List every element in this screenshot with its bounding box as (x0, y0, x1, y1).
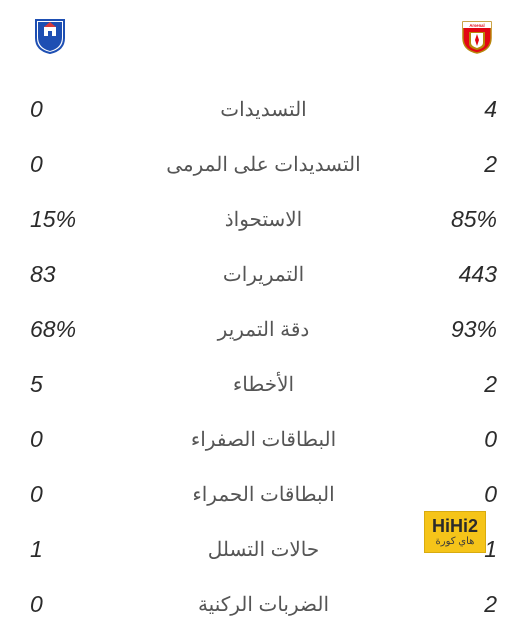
crest-row: Arsenal (30, 18, 497, 54)
stat-label: التمريرات (90, 262, 437, 287)
stat-label: الأخطاء (90, 372, 437, 397)
stat-label: الضربات الركنية (90, 592, 437, 617)
stat-label: البطاقات الحمراء (90, 482, 437, 507)
stat-left-value: 0 (30, 151, 90, 178)
stat-left-value: 1 (30, 536, 90, 563)
stat-right-value: 2 (437, 371, 497, 398)
stat-right-value: 4 (437, 96, 497, 123)
stat-label: التسديدات (90, 97, 437, 122)
stat-row: 5 الأخطاء 2 (30, 357, 497, 412)
stat-left-value: 15% (30, 206, 90, 233)
stat-label: التسديدات على المرمى (90, 152, 437, 177)
stat-row: 83 التمريرات 443 (30, 247, 497, 302)
stat-left-value: 5 (30, 371, 90, 398)
stat-left-value: 68% (30, 316, 90, 343)
stat-row: 15% الاستحواذ 85% (30, 192, 497, 247)
stat-row: 0 البطاقات الصفراء 0 (30, 412, 497, 467)
watermark-line2: هاي كورة (436, 537, 475, 547)
stat-label: البطاقات الصفراء (90, 427, 437, 452)
watermark-line1: HiHi2 (432, 517, 478, 535)
stat-right-value: 443 (437, 261, 497, 288)
watermark-badge: HiHi2 هاي كورة (424, 511, 486, 553)
stat-right-value: 0 (437, 426, 497, 453)
stat-left-value: 83 (30, 261, 90, 288)
stat-left-value: 0 (30, 426, 90, 453)
stat-row: 0 التسديدات 4 (30, 82, 497, 137)
stat-right-value: 93% (437, 316, 497, 343)
stat-label: دقة التمرير (90, 317, 437, 342)
stat-left-value: 0 (30, 591, 90, 618)
team-right-crest: Arsenal (461, 18, 493, 54)
team-left-crest (34, 18, 66, 54)
svg-text:Arsenal: Arsenal (469, 23, 484, 28)
stat-left-value: 0 (30, 96, 90, 123)
stat-right-value: 0 (437, 481, 497, 508)
stat-row: 0 التسديدات على المرمى 2 (30, 137, 497, 192)
stat-label: الاستحواذ (90, 207, 437, 232)
stat-row: 68% دقة التمرير 93% (30, 302, 497, 357)
stat-right-value: 2 (437, 151, 497, 178)
stat-row: 0 الضربات الركنية 2 (30, 577, 497, 632)
stat-label: حالات التسلل (90, 537, 437, 562)
stat-right-value: 85% (437, 206, 497, 233)
stat-right-value: 2 (437, 591, 497, 618)
stat-left-value: 0 (30, 481, 90, 508)
